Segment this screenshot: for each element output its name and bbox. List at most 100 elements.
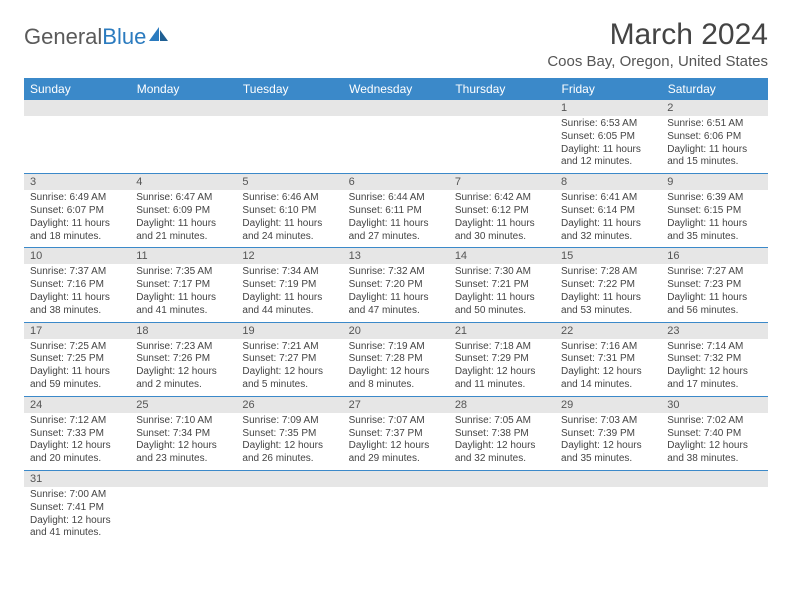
sunrise-line: Sunrise: 7:37 AM xyxy=(30,266,124,279)
daylight-line: Daylight: 12 hours and 32 minutes. xyxy=(455,440,549,466)
daylight-line: Daylight: 11 hours and 50 minutes. xyxy=(455,292,549,318)
day-number: 26 xyxy=(236,397,342,413)
sunrise-line: Sunrise: 7:21 AM xyxy=(242,341,336,354)
day-body: Sunrise: 7:18 AMSunset: 7:29 PMDaylight:… xyxy=(449,339,555,396)
day-number xyxy=(24,100,130,116)
sunrise-line: Sunrise: 7:03 AM xyxy=(561,415,655,428)
sunset-line: Sunset: 7:19 PM xyxy=(242,279,336,292)
sunrise-line: Sunrise: 6:39 AM xyxy=(667,192,761,205)
daylight-line: Daylight: 12 hours and 38 minutes. xyxy=(667,440,761,466)
day-body: Sunrise: 7:32 AMSunset: 7:20 PMDaylight:… xyxy=(343,264,449,321)
day-number: 4 xyxy=(130,174,236,190)
logo-text-blue: Blue xyxy=(102,24,146,50)
sunrise-line: Sunrise: 7:09 AM xyxy=(242,415,336,428)
daylight-line: Daylight: 11 hours and 30 minutes. xyxy=(455,218,549,244)
daylight-line: Daylight: 11 hours and 38 minutes. xyxy=(30,292,124,318)
day-body: Sunrise: 7:37 AMSunset: 7:16 PMDaylight:… xyxy=(24,264,130,321)
day-number: 29 xyxy=(555,397,661,413)
day-body: Sunrise: 7:10 AMSunset: 7:34 PMDaylight:… xyxy=(130,413,236,470)
sunrise-line: Sunrise: 7:18 AM xyxy=(455,341,549,354)
day-body: Sunrise: 7:25 AMSunset: 7:25 PMDaylight:… xyxy=(24,339,130,396)
daylight-line: Daylight: 12 hours and 5 minutes. xyxy=(242,366,336,392)
day-number xyxy=(236,471,342,487)
sunset-line: Sunset: 6:06 PM xyxy=(667,131,761,144)
daylight-line: Daylight: 11 hours and 47 minutes. xyxy=(349,292,443,318)
location: Coos Bay, Oregon, United States xyxy=(547,53,768,70)
daylight-line: Daylight: 12 hours and 11 minutes. xyxy=(455,366,549,392)
sunset-line: Sunset: 7:37 PM xyxy=(349,428,443,441)
daylight-line: Daylight: 11 hours and 27 minutes. xyxy=(349,218,443,244)
sunrise-line: Sunrise: 7:12 AM xyxy=(30,415,124,428)
calendar-cell: 10Sunrise: 7:37 AMSunset: 7:16 PMDayligh… xyxy=(24,248,130,322)
day-number: 9 xyxy=(661,174,767,190)
day-number xyxy=(555,471,661,487)
day-number: 3 xyxy=(24,174,130,190)
sunset-line: Sunset: 7:31 PM xyxy=(561,353,655,366)
sunset-line: Sunset: 7:25 PM xyxy=(30,353,124,366)
day-number: 22 xyxy=(555,323,661,339)
calendar-cell: 28Sunrise: 7:05 AMSunset: 7:38 PMDayligh… xyxy=(449,396,555,470)
daylight-line: Daylight: 12 hours and 2 minutes. xyxy=(136,366,230,392)
calendar-cell xyxy=(343,100,449,174)
sunrise-line: Sunrise: 7:16 AM xyxy=(561,341,655,354)
day-body: Sunrise: 7:16 AMSunset: 7:31 PMDaylight:… xyxy=(555,339,661,396)
calendar-cell xyxy=(236,470,342,544)
sunset-line: Sunset: 7:39 PM xyxy=(561,428,655,441)
daylight-line: Daylight: 12 hours and 23 minutes. xyxy=(136,440,230,466)
daylight-line: Daylight: 12 hours and 8 minutes. xyxy=(349,366,443,392)
sunset-line: Sunset: 6:07 PM xyxy=(30,205,124,218)
sunset-line: Sunset: 7:35 PM xyxy=(242,428,336,441)
calendar-cell: 19Sunrise: 7:21 AMSunset: 7:27 PMDayligh… xyxy=(236,322,342,396)
month-title: March 2024 xyxy=(547,18,768,51)
sunset-line: Sunset: 7:34 PM xyxy=(136,428,230,441)
calendar-cell: 4Sunrise: 6:47 AMSunset: 6:09 PMDaylight… xyxy=(130,174,236,248)
calendar-cell: 9Sunrise: 6:39 AMSunset: 6:15 PMDaylight… xyxy=(661,174,767,248)
daylight-line: Daylight: 12 hours and 17 minutes. xyxy=(667,366,761,392)
sunset-line: Sunset: 7:17 PM xyxy=(136,279,230,292)
weekday-header-row: SundayMondayTuesdayWednesdayThursdayFrid… xyxy=(24,78,768,100)
logo: GeneralBlue xyxy=(24,24,170,50)
day-body xyxy=(555,487,661,541)
sunrise-line: Sunrise: 7:19 AM xyxy=(349,341,443,354)
sunset-line: Sunset: 6:10 PM xyxy=(242,205,336,218)
sunrise-line: Sunrise: 6:44 AM xyxy=(349,192,443,205)
day-body: Sunrise: 7:00 AMSunset: 7:41 PMDaylight:… xyxy=(24,487,130,544)
calendar-cell: 8Sunrise: 6:41 AMSunset: 6:14 PMDaylight… xyxy=(555,174,661,248)
sunrise-line: Sunrise: 6:42 AM xyxy=(455,192,549,205)
day-number: 14 xyxy=(449,248,555,264)
weekday-header: Tuesday xyxy=(236,78,342,100)
day-body: Sunrise: 7:34 AMSunset: 7:19 PMDaylight:… xyxy=(236,264,342,321)
day-body: Sunrise: 6:49 AMSunset: 6:07 PMDaylight:… xyxy=(24,190,130,247)
day-body xyxy=(343,116,449,170)
day-number: 23 xyxy=(661,323,767,339)
calendar-cell: 31Sunrise: 7:00 AMSunset: 7:41 PMDayligh… xyxy=(24,470,130,544)
day-number: 19 xyxy=(236,323,342,339)
sunset-line: Sunset: 6:15 PM xyxy=(667,205,761,218)
sunset-line: Sunset: 7:33 PM xyxy=(30,428,124,441)
day-body: Sunrise: 7:30 AMSunset: 7:21 PMDaylight:… xyxy=(449,264,555,321)
day-body xyxy=(130,487,236,541)
day-number: 24 xyxy=(24,397,130,413)
weekday-header: Sunday xyxy=(24,78,130,100)
day-body: Sunrise: 7:19 AMSunset: 7:28 PMDaylight:… xyxy=(343,339,449,396)
sunrise-line: Sunrise: 7:30 AM xyxy=(455,266,549,279)
calendar-cell: 23Sunrise: 7:14 AMSunset: 7:32 PMDayligh… xyxy=(661,322,767,396)
sunset-line: Sunset: 7:38 PM xyxy=(455,428,549,441)
sunrise-line: Sunrise: 6:41 AM xyxy=(561,192,655,205)
sunrise-line: Sunrise: 7:05 AM xyxy=(455,415,549,428)
calendar-cell: 30Sunrise: 7:02 AMSunset: 7:40 PMDayligh… xyxy=(661,396,767,470)
sunset-line: Sunset: 6:11 PM xyxy=(349,205,443,218)
day-number xyxy=(236,100,342,116)
day-body: Sunrise: 7:03 AMSunset: 7:39 PMDaylight:… xyxy=(555,413,661,470)
sunrise-line: Sunrise: 7:27 AM xyxy=(667,266,761,279)
calendar-body: 1Sunrise: 6:53 AMSunset: 6:05 PMDaylight… xyxy=(24,100,768,544)
day-number: 18 xyxy=(130,323,236,339)
sunset-line: Sunset: 7:23 PM xyxy=(667,279,761,292)
sunset-line: Sunset: 6:05 PM xyxy=(561,131,655,144)
day-body: Sunrise: 7:14 AMSunset: 7:32 PMDaylight:… xyxy=(661,339,767,396)
weekday-header: Monday xyxy=(130,78,236,100)
calendar-cell: 24Sunrise: 7:12 AMSunset: 7:33 PMDayligh… xyxy=(24,396,130,470)
daylight-line: Daylight: 11 hours and 59 minutes. xyxy=(30,366,124,392)
calendar-cell: 12Sunrise: 7:34 AMSunset: 7:19 PMDayligh… xyxy=(236,248,342,322)
sunset-line: Sunset: 7:28 PM xyxy=(349,353,443,366)
